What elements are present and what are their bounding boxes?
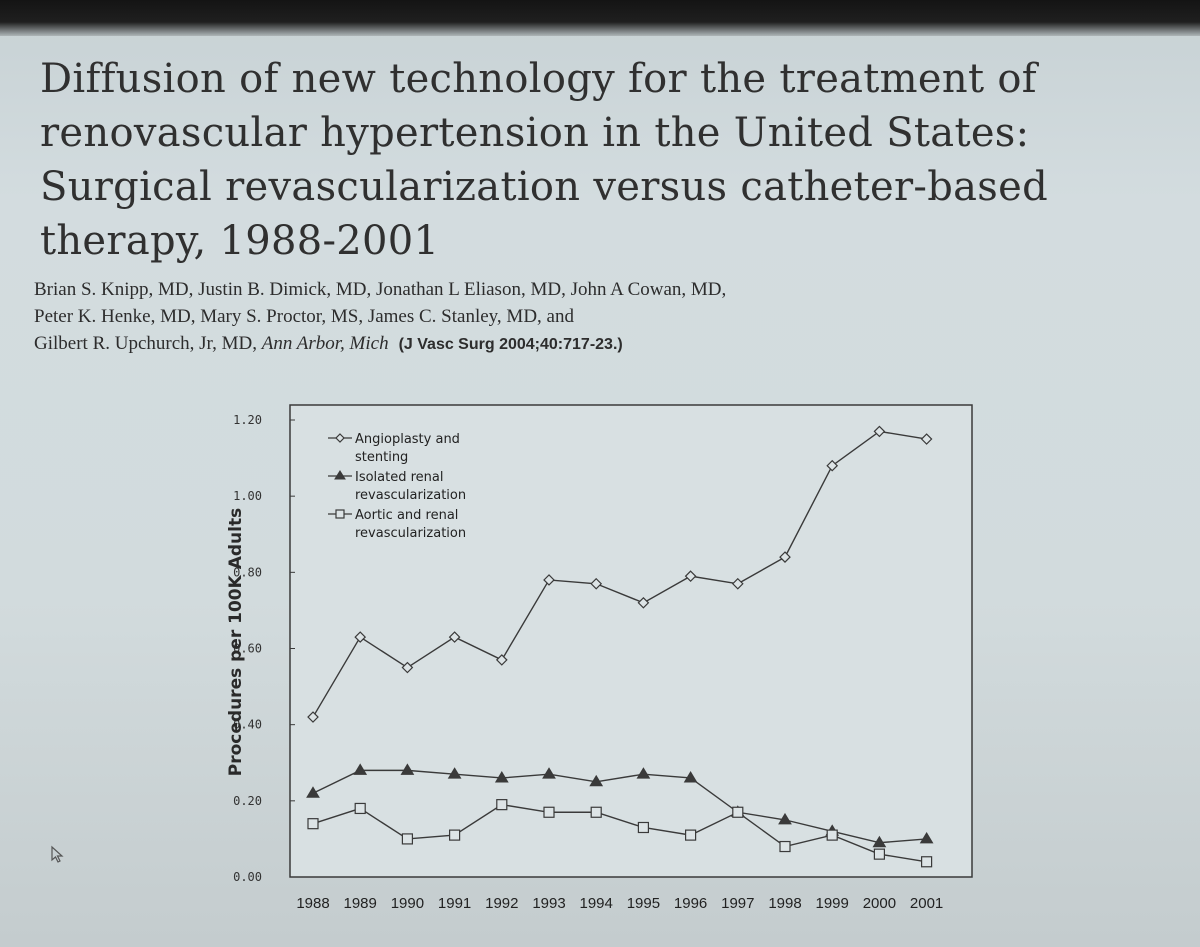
data-point-square bbox=[873, 848, 886, 860]
author-place: Ann Arbor, Mich bbox=[261, 333, 389, 354]
x-tick-label: 2001 bbox=[910, 895, 943, 912]
data-point-square bbox=[401, 833, 413, 845]
data-point-diamond bbox=[731, 577, 744, 590]
data-point-square bbox=[307, 818, 319, 830]
slide-title-line-4: therapy, 1988-2001 bbox=[40, 218, 440, 264]
data-point-triangle bbox=[447, 767, 462, 779]
x-tick-label: 1995 bbox=[627, 895, 660, 912]
x-tick-label: 1997 bbox=[721, 895, 754, 912]
data-point-square bbox=[590, 806, 602, 818]
data-point-diamond bbox=[873, 425, 886, 438]
data-point-triangle bbox=[778, 812, 792, 825]
series-line-square bbox=[312, 803, 927, 863]
x-tick-label: 1989 bbox=[344, 895, 377, 912]
data-point-triangle bbox=[400, 763, 415, 775]
slide-title-line-3: Surgical revascularization versus cathet… bbox=[40, 164, 1048, 210]
slide-title-line-1: Diffusion of new technology for the trea… bbox=[40, 56, 1037, 102]
y-tick-label: 1.20 bbox=[233, 413, 262, 427]
legend-label: Isolated renal bbox=[355, 470, 444, 485]
x-tick-label: 1993 bbox=[532, 895, 565, 912]
data-point-square bbox=[449, 829, 461, 841]
data-point-triangle bbox=[636, 767, 651, 779]
plot-area-frame bbox=[289, 404, 973, 878]
data-point-diamond bbox=[543, 574, 555, 586]
data-point-diamond bbox=[495, 654, 508, 666]
data-point-square bbox=[920, 856, 933, 868]
slide-title: Diffusion of new technology for the trea… bbox=[40, 52, 1048, 268]
series-line-triangle bbox=[312, 769, 927, 844]
x-tick-label: 1998 bbox=[768, 895, 801, 912]
data-point-triangle bbox=[683, 771, 698, 783]
author-line-1: Brian S. Knipp, MD, Justin B. Dimick, MD… bbox=[34, 279, 727, 300]
y-tick-label: 0.80 bbox=[233, 565, 262, 579]
data-point-triangle bbox=[919, 831, 934, 844]
legend-marker-square bbox=[335, 509, 345, 519]
data-point-square bbox=[637, 821, 650, 834]
data-point-square bbox=[826, 829, 838, 841]
data-point-diamond bbox=[684, 570, 697, 582]
legend-marker-triangle bbox=[334, 470, 346, 480]
data-point-diamond bbox=[401, 661, 414, 674]
data-point-diamond bbox=[920, 433, 933, 445]
legend-label: Angioplasty and bbox=[355, 432, 460, 447]
data-point-diamond bbox=[448, 631, 461, 643]
data-point-square bbox=[732, 806, 744, 818]
data-point-diamond bbox=[779, 551, 791, 563]
y-tick-label: 0.20 bbox=[233, 794, 262, 808]
data-point-triangle bbox=[589, 774, 604, 787]
legend-label: stenting bbox=[355, 450, 408, 465]
x-tick-label: 1988 bbox=[296, 895, 329, 912]
x-tick-label: 1991 bbox=[438, 895, 471, 912]
slide-title-line-2: renovascular hypertension in the United … bbox=[40, 110, 1030, 156]
mouse-pointer-icon bbox=[51, 845, 64, 863]
data-point-square bbox=[779, 840, 791, 853]
data-point-diamond bbox=[826, 459, 839, 472]
legend-marker-diamond bbox=[335, 433, 345, 443]
x-tick-label: 1990 bbox=[391, 895, 424, 912]
y-axis-label: Procedures per 100K Adults bbox=[226, 508, 246, 776]
data-point-triangle bbox=[872, 835, 887, 848]
series-line-diamond bbox=[312, 430, 927, 718]
data-point-triangle bbox=[494, 771, 509, 783]
author-line-3-text: Gilbert R. Upchurch, Jr, MD, bbox=[34, 333, 257, 354]
x-tick-label: 1994 bbox=[580, 895, 613, 912]
x-tick-label: 2000 bbox=[863, 895, 896, 912]
author-line-2: Peter K. Henke, MD, Mary S. Proctor, MS,… bbox=[34, 306, 574, 327]
data-point-square bbox=[354, 802, 366, 815]
author-line-3: Gilbert R. Upchurch, Jr, MD, Ann Arbor, … bbox=[34, 330, 1034, 358]
data-point-diamond bbox=[307, 711, 319, 723]
data-point-diamond bbox=[354, 631, 367, 643]
journal-citation: (J Vasc Surg 2004;40:717-23.) bbox=[398, 336, 623, 353]
legend-label: revascularization bbox=[355, 488, 466, 503]
data-point-square bbox=[496, 799, 508, 811]
x-tick-label: 1992 bbox=[485, 895, 518, 912]
x-tick-label: 1996 bbox=[674, 895, 707, 912]
x-tick-label: 1999 bbox=[816, 895, 849, 912]
y-tick-label: 1.00 bbox=[233, 489, 262, 503]
legend-label: Aortic and renal bbox=[355, 508, 458, 523]
y-tick-label: 0.60 bbox=[233, 642, 262, 656]
data-point-triangle bbox=[542, 767, 556, 779]
y-tick-label: 0.40 bbox=[233, 718, 262, 732]
legend-label: revascularization bbox=[355, 526, 466, 541]
data-point-square bbox=[543, 806, 555, 818]
data-point-diamond bbox=[590, 577, 603, 590]
data-point-triangle bbox=[306, 786, 320, 798]
projector-screen-top-edge bbox=[0, 0, 1200, 36]
y-tick-label: 0.00 bbox=[233, 870, 262, 884]
data-point-diamond bbox=[637, 596, 650, 609]
data-point-triangle bbox=[353, 763, 368, 775]
author-list: Brian S. Knipp, MD, Justin B. Dimick, MD… bbox=[34, 276, 1034, 358]
data-point-square bbox=[684, 829, 697, 841]
